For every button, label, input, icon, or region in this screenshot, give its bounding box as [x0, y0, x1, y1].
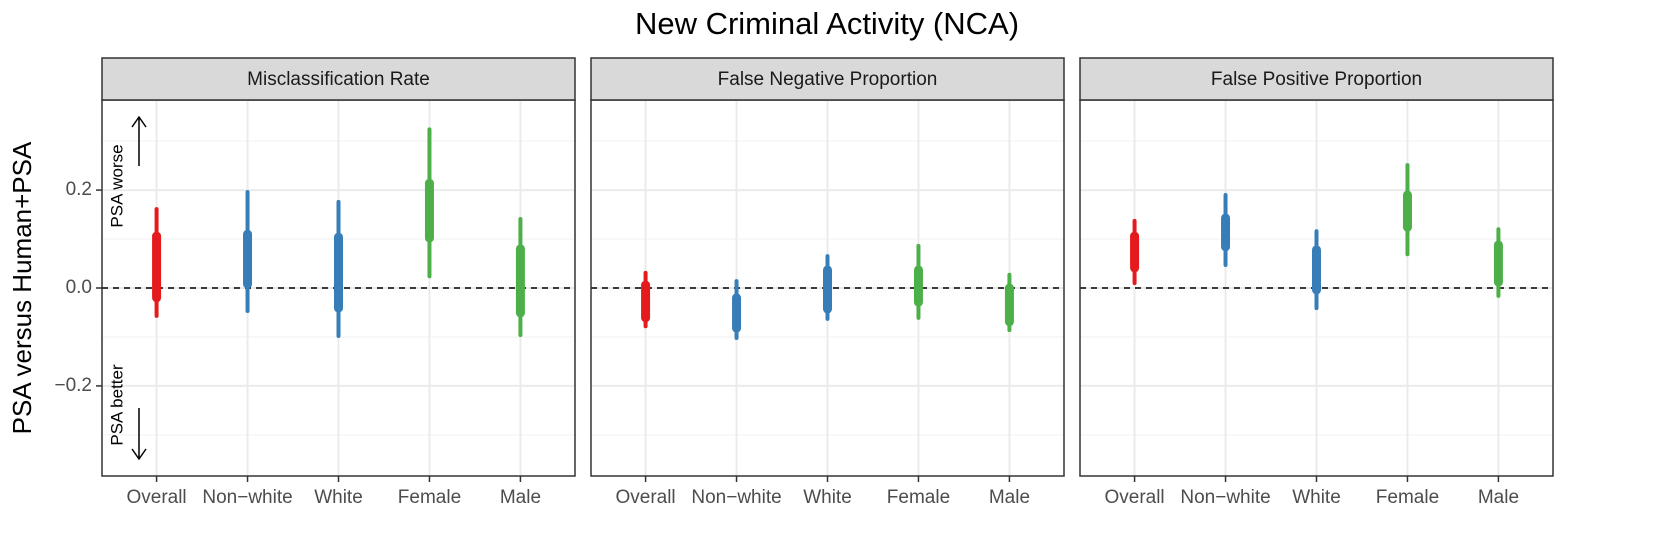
- arrow: [131, 408, 147, 461]
- annotation: PSA better: [107, 364, 126, 446]
- strip-title: Misclassification Rate: [247, 69, 430, 90]
- x-tick-label: Female: [398, 487, 461, 508]
- x-tick-label: Male: [989, 487, 1030, 508]
- strip: [1079, 57, 1554, 101]
- x-tick-label: Female: [887, 487, 950, 508]
- strip-title: False Negative Proportion: [718, 69, 938, 90]
- x-tick-label: Overall: [615, 487, 675, 508]
- y-tick-label: 0.0: [66, 277, 92, 298]
- chart-title: New Criminal Activity (NCA): [635, 6, 1019, 41]
- y-axis-label: PSA versus Human+PSA: [7, 141, 37, 434]
- strip: [101, 57, 576, 101]
- strip: [590, 57, 1065, 101]
- x-tick-label: Overall: [126, 487, 186, 508]
- strip-title: False Positive Proportion: [1211, 69, 1422, 90]
- x-tick-label: White: [803, 487, 852, 508]
- x-tick-label: Non−white: [691, 487, 781, 508]
- x-tick-label: Female: [1376, 487, 1439, 508]
- x-tick-label: White: [1292, 487, 1341, 508]
- x-tick-label: Male: [1478, 487, 1519, 508]
- y-tick-label: −0.2: [54, 375, 92, 396]
- x-tick-label: Overall: [1104, 487, 1164, 508]
- x-tick-label: White: [314, 487, 363, 508]
- arrow: [131, 115, 147, 166]
- x-tick-label: Male: [500, 487, 541, 508]
- x-tick-label: Non−white: [202, 487, 292, 508]
- x-tick-label: Non−white: [1180, 487, 1270, 508]
- annotation: PSA worse: [107, 144, 126, 227]
- y-tick-label: 0.2: [66, 179, 92, 200]
